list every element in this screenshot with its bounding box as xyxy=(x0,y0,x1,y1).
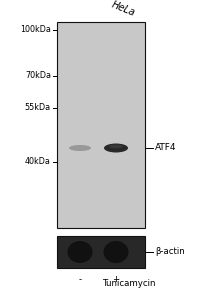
Text: Tunicamycin: Tunicamycin xyxy=(103,280,156,289)
Bar xyxy=(57,22,144,228)
Text: 40kDa: 40kDa xyxy=(25,158,51,166)
Text: 100kDa: 100kDa xyxy=(20,26,51,34)
Bar xyxy=(57,236,144,268)
Text: β-actin: β-actin xyxy=(154,248,184,256)
Ellipse shape xyxy=(103,143,127,152)
Ellipse shape xyxy=(69,145,91,151)
Text: ATF4: ATF4 xyxy=(154,143,176,152)
Text: 70kDa: 70kDa xyxy=(25,71,51,80)
Text: HeLa: HeLa xyxy=(109,0,136,18)
Ellipse shape xyxy=(103,241,128,263)
Ellipse shape xyxy=(67,241,92,263)
Text: 55kDa: 55kDa xyxy=(25,103,51,112)
Ellipse shape xyxy=(108,145,123,148)
Text: -: - xyxy=(78,275,81,284)
Text: +: + xyxy=(112,275,119,284)
